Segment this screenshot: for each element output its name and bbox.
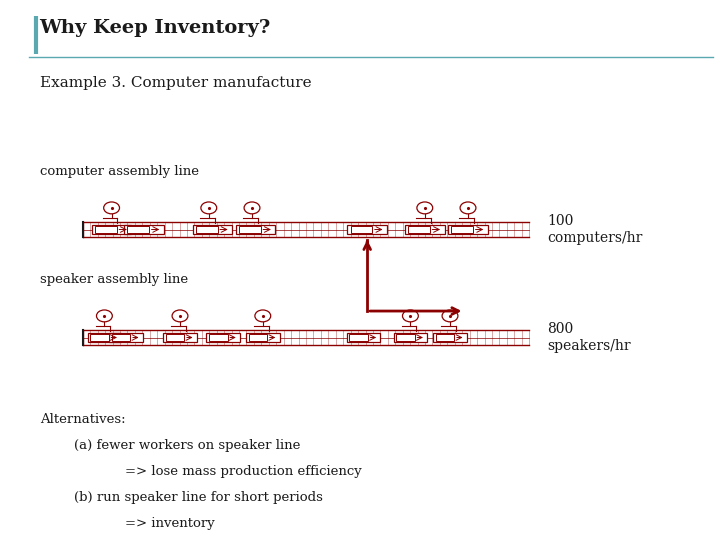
Bar	[209, 334, 228, 341]
Bar	[127, 226, 149, 233]
Bar	[436, 334, 454, 341]
Text: 100: 100	[547, 214, 574, 228]
Bar	[192, 225, 232, 234]
Bar	[207, 333, 240, 342]
Text: computer assembly line: computer assembly line	[40, 165, 199, 178]
Bar	[239, 226, 261, 233]
Bar	[166, 334, 184, 341]
Text: speakers/hr: speakers/hr	[547, 339, 631, 353]
Text: (a) fewer workers on speaker line: (a) fewer workers on speaker line	[40, 439, 300, 452]
Bar	[451, 226, 473, 233]
Bar	[349, 334, 368, 341]
Bar	[92, 225, 131, 234]
Text: (b) run speaker line for short periods: (b) run speaker line for short periods	[40, 491, 323, 504]
Bar	[433, 333, 467, 342]
Text: Why Keep Inventory?: Why Keep Inventory?	[40, 19, 271, 37]
Bar	[394, 333, 427, 342]
Bar	[347, 225, 387, 234]
Bar	[448, 225, 488, 234]
Bar	[109, 333, 143, 342]
Bar	[396, 334, 415, 341]
Bar	[125, 225, 164, 234]
Bar	[405, 225, 445, 234]
Bar	[246, 333, 279, 342]
Bar	[95, 226, 117, 233]
Text: 800: 800	[547, 322, 573, 336]
Bar	[236, 225, 275, 234]
Text: speaker assembly line: speaker assembly line	[40, 273, 188, 286]
Bar	[163, 333, 197, 342]
Bar	[248, 334, 267, 341]
Bar	[408, 226, 430, 233]
Bar	[196, 226, 217, 233]
Bar	[90, 334, 109, 341]
Text: => lose mass production efficiency: => lose mass production efficiency	[40, 465, 361, 478]
Text: Example 3. Computer manufacture: Example 3. Computer manufacture	[40, 76, 311, 90]
Bar	[347, 333, 380, 342]
Text: computers/hr: computers/hr	[547, 231, 642, 245]
Bar	[112, 334, 130, 341]
Bar	[351, 226, 372, 233]
Text: => inventory: => inventory	[40, 517, 215, 530]
Text: Alternatives:: Alternatives:	[40, 413, 125, 426]
Bar	[88, 333, 121, 342]
